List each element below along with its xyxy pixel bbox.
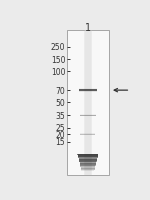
Bar bbox=[79, 162, 96, 163]
Text: 35: 35 bbox=[56, 111, 65, 120]
Text: 50: 50 bbox=[56, 98, 65, 107]
Bar bbox=[78, 157, 98, 158]
Text: 15: 15 bbox=[56, 137, 65, 146]
Bar bbox=[79, 159, 97, 160]
Bar bbox=[78, 155, 98, 156]
Bar bbox=[81, 166, 95, 167]
Bar bbox=[80, 163, 96, 164]
Bar bbox=[80, 164, 96, 165]
Bar bbox=[80, 164, 96, 165]
Bar bbox=[81, 168, 95, 169]
Bar bbox=[67, 31, 109, 175]
Bar bbox=[81, 169, 94, 170]
Bar bbox=[85, 31, 91, 175]
Bar bbox=[79, 160, 97, 161]
Bar bbox=[81, 169, 95, 170]
Bar bbox=[79, 161, 97, 162]
Bar bbox=[80, 165, 96, 166]
Bar bbox=[79, 159, 97, 160]
Bar bbox=[79, 89, 97, 90]
Text: 20: 20 bbox=[56, 130, 65, 139]
Bar bbox=[80, 163, 96, 164]
Text: 70: 70 bbox=[56, 86, 65, 95]
Bar bbox=[81, 168, 95, 169]
Text: 1: 1 bbox=[85, 23, 91, 33]
Bar bbox=[78, 156, 98, 157]
Bar bbox=[80, 166, 96, 167]
Bar bbox=[78, 154, 98, 155]
Bar bbox=[78, 158, 97, 159]
Text: 150: 150 bbox=[51, 55, 65, 64]
Bar bbox=[81, 167, 95, 168]
Bar bbox=[77, 154, 98, 155]
Bar bbox=[78, 157, 98, 158]
Bar bbox=[80, 162, 96, 163]
Bar bbox=[79, 90, 97, 91]
Text: 25: 25 bbox=[56, 124, 65, 133]
Bar bbox=[79, 91, 97, 92]
Text: 250: 250 bbox=[51, 43, 65, 52]
Text: 100: 100 bbox=[51, 67, 65, 76]
Bar bbox=[84, 31, 92, 175]
Bar bbox=[81, 170, 94, 171]
Bar bbox=[81, 167, 95, 168]
Bar bbox=[79, 158, 97, 159]
